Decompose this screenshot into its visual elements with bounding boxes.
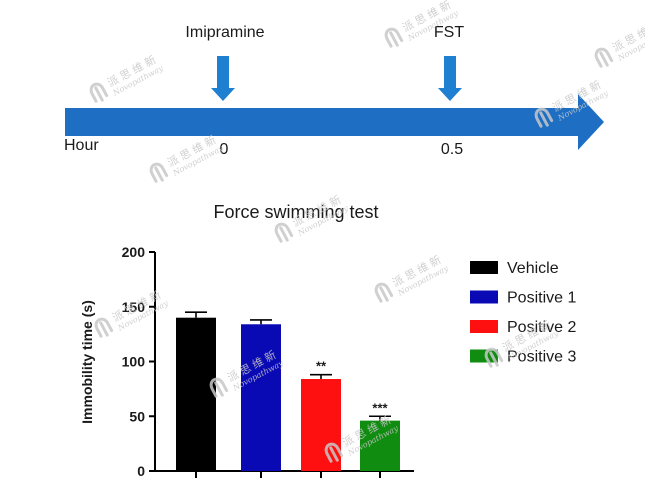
legend-label: Vehicle	[507, 260, 559, 277]
chart-title: Force swimming test	[213, 202, 378, 222]
watermark-logo	[384, 27, 404, 48]
y-tick-label: 150	[122, 299, 146, 315]
watermark-logo	[594, 47, 614, 68]
watermark-logo	[89, 82, 109, 103]
legend-label: Positive 3	[507, 349, 576, 366]
watermark-logo	[324, 442, 344, 463]
event-marker-imipramine	[211, 56, 235, 101]
bar-positive-1	[241, 324, 281, 471]
event-label-imipramine: Imipramine	[185, 24, 264, 41]
significance-label: ***	[372, 400, 388, 415]
bar-positive-3	[360, 420, 400, 471]
legend-swatch	[470, 290, 498, 304]
watermark-logo	[374, 282, 394, 303]
watermark-logo	[149, 162, 169, 183]
y-tick-label: 0	[137, 463, 145, 479]
chart: Force swimming test Immobility time (s) …	[79, 202, 576, 479]
watermark-logo	[209, 377, 229, 398]
event-time-0: 0	[220, 141, 229, 158]
legend-label: Positive 1	[507, 290, 576, 307]
watermark-logo	[534, 107, 554, 128]
watermark-logo	[274, 222, 294, 243]
legend-swatch	[470, 261, 498, 274]
significance-label: **	[316, 359, 327, 374]
watermark-logo	[484, 347, 504, 368]
legend-swatch	[470, 320, 498, 333]
event-marker-fst	[438, 56, 462, 101]
bar-vehicle	[176, 317, 216, 471]
legend: Vehicle Positive 1 Positive 2 Positive 3	[470, 260, 576, 366]
y-tick-label: 100	[122, 354, 146, 370]
legend-label: Positive 2	[507, 319, 576, 336]
y-tick-label: 50	[129, 408, 145, 424]
watermark-logo	[94, 317, 114, 338]
y-axis-label: Immobility time (s)	[79, 300, 95, 424]
event-label-fst: FST	[434, 24, 464, 41]
y-tick-label: 200	[122, 244, 146, 260]
timeline: Hour Imipramine 0 FST 0.5	[64, 24, 604, 158]
timeline-arrow	[65, 94, 604, 150]
timeline-start-label: Hour	[64, 137, 99, 154]
event-time-0-5: 0.5	[441, 141, 463, 158]
